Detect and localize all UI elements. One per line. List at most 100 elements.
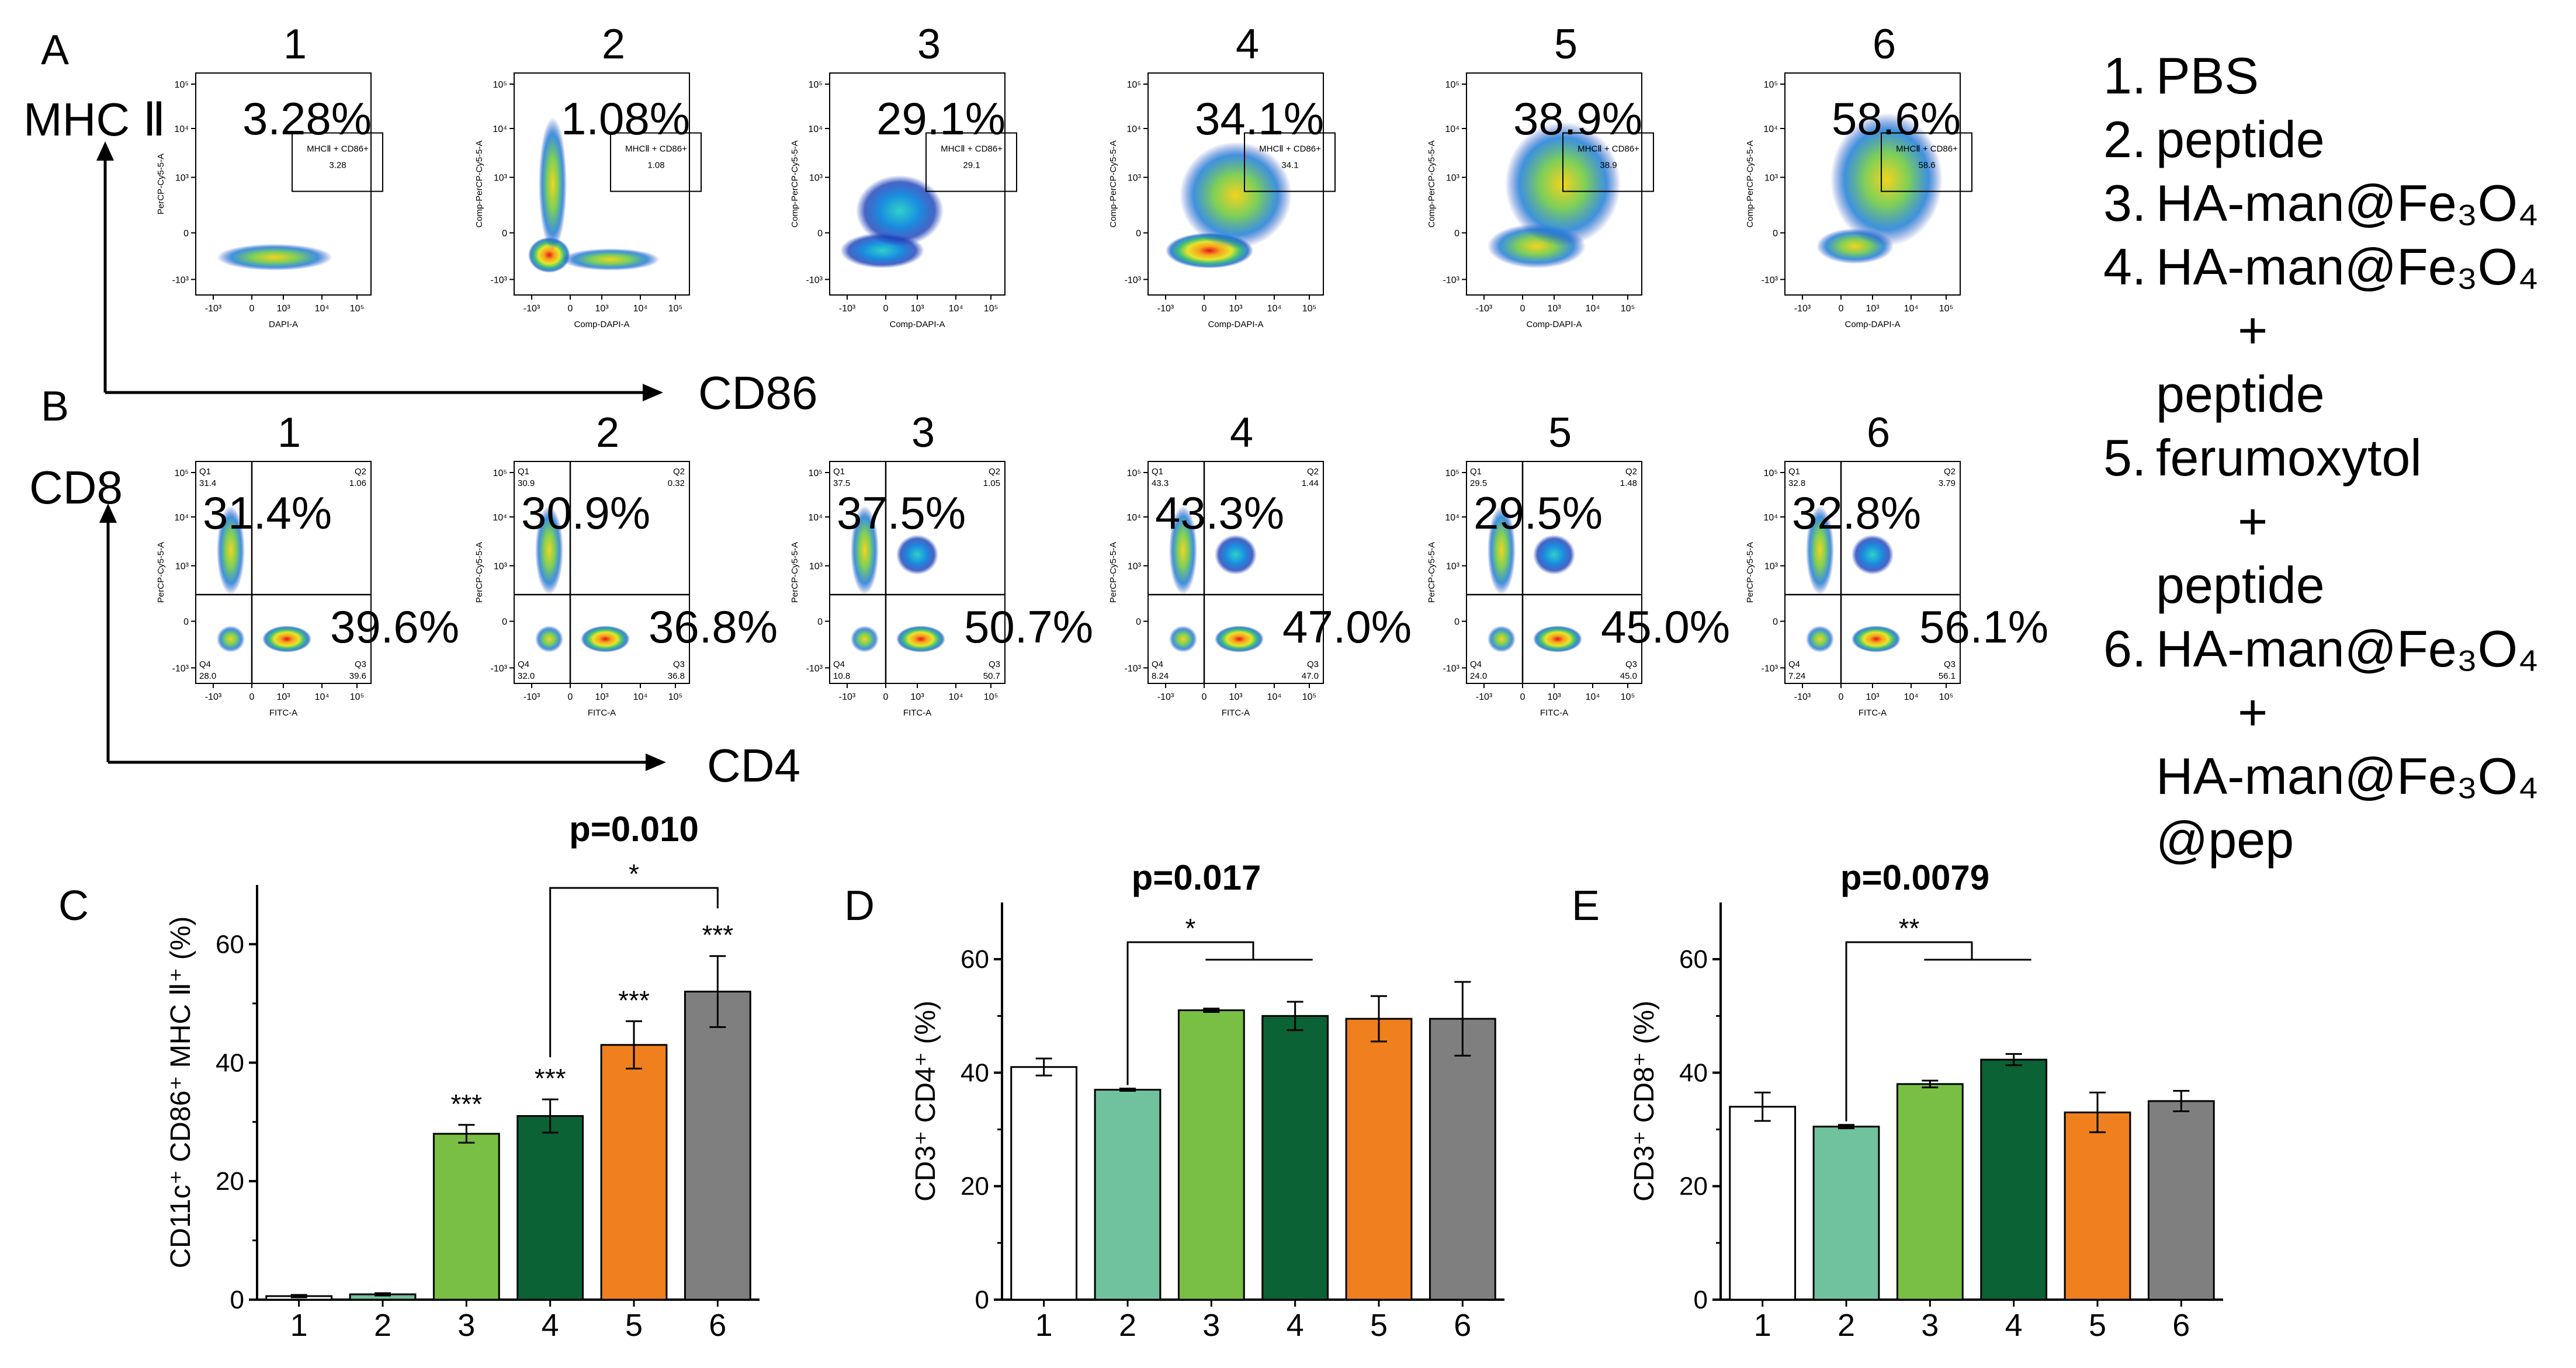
legend-item-10: 6. HA-man@Fe₃O₄ xyxy=(2103,617,2571,680)
row-a-plot-5-gate-name: MHCⅡ + CD86+ xyxy=(1578,144,1639,154)
row-b-plot-1-ylabel: PerCP-Cy5-5-A xyxy=(156,542,166,603)
row-b-plot-3-q1-percent: 37.5% xyxy=(837,487,966,539)
row-a-plot-3-gate-name: MHCⅡ + CD86+ xyxy=(941,144,1003,154)
row-b-plot-3-q3-name: Q3 xyxy=(989,659,1000,669)
row-b-plot-4-number: 4 xyxy=(1230,409,1253,456)
row-a-plot-3-xlabel: Comp-DAPI-A xyxy=(889,320,945,329)
row-b-plot-2-ytick-label: 10³ xyxy=(494,562,508,572)
chart-c-ytick-label: 60 xyxy=(216,930,244,959)
row-a-plot-6-ytick-label: -10³ xyxy=(1762,275,1778,285)
row-b-plot-1-q1-name: Q1 xyxy=(199,467,211,477)
row-a-plot-3-ytick-label: 10³ xyxy=(809,173,823,183)
row-b-plot-3-ylabel: PerCP-Cy5-5-A xyxy=(790,542,800,603)
row-b-plot-2-ytick-label: 10⁴ xyxy=(493,513,507,523)
chart-d-bar-3 xyxy=(1177,1009,1245,1301)
chart-c-ytick-label: 20 xyxy=(216,1167,244,1196)
row-b-plot-4-xtick-label: 10³ xyxy=(1229,692,1243,702)
row-b-plot-1-density-cd4 xyxy=(262,626,311,652)
row-b-plot-4-q4-value: 8.24 xyxy=(1152,671,1169,681)
row-b-plot-6-density-dn xyxy=(1806,626,1834,652)
row-a-plot-5-ylabel: Comp-PerCP-Cy5-5-A xyxy=(1427,140,1437,227)
legend-number: 3. xyxy=(2103,174,2147,232)
row-a-plot-3-ytick-label: 0 xyxy=(817,229,823,239)
row-a-plot-2-gate-value: 1.08 xyxy=(647,161,664,171)
row-a-plot-5-xtick-label: 10⁴ xyxy=(1586,304,1600,314)
row-b-plot-4-q3-value: 47.0 xyxy=(1302,671,1319,681)
chart-c-significance-4: *** xyxy=(535,1063,566,1093)
chart-c-xtick-label-2: 2 xyxy=(374,1308,391,1343)
row-a-plot-2-density-1 xyxy=(528,237,570,273)
row-b-plot-1-number: 1 xyxy=(278,409,301,456)
row-b-plot-3-ytick-label: -10³ xyxy=(806,664,823,673)
row-b-plot-6-xtick-label: 10³ xyxy=(1866,692,1880,702)
row-a-plot-6-percent: 58.6% xyxy=(1832,93,1961,144)
chart-e-bar-1 xyxy=(1729,1106,1797,1301)
row-b-plot-6-q1-value: 32.8 xyxy=(1788,478,1805,488)
legend-item-3: 3. HA-man@Fe₃O₄ xyxy=(2103,171,2571,235)
chart-d-bracket-stars: * xyxy=(1185,913,1196,943)
row-a-plot-1-xlabel: DAPI-A xyxy=(269,320,298,329)
legend-item-2: 2. peptide xyxy=(2103,107,2571,171)
row-b-plot-2-xtick-label: 10³ xyxy=(595,692,609,702)
row-b-x-arrowhead xyxy=(646,754,666,771)
row-b-plot-3-ytick-label: 10⁵ xyxy=(809,468,823,478)
legend-number: 6. xyxy=(2103,620,2147,678)
row-b-plot-4-density-dp xyxy=(1215,534,1257,575)
row-a-plot-6-xlabel: Comp-DAPI-A xyxy=(1845,320,1900,329)
row-a-plot-3-ytick-label: 10⁴ xyxy=(808,124,823,134)
row-b-plot-5-density-cd4 xyxy=(1533,626,1582,652)
row-b-plot-5-q3-value: 45.0 xyxy=(1620,671,1637,681)
row-b-plot-2-xtick-label: 10⁴ xyxy=(633,692,648,702)
panel-letter-c: C xyxy=(58,883,89,929)
row-a-plot-1-gate-value: 3.28 xyxy=(329,161,346,171)
row-a-plot-3-gate-value: 29.1 xyxy=(963,161,980,171)
row-b-plot-4-ylabel: PerCP-Cy5-5-A xyxy=(1108,542,1118,603)
row-a-plot-3-ylabel: Comp-PerCP-Cy5-5-A xyxy=(790,140,800,227)
row-b-plot-5-ytick-label: 10⁴ xyxy=(1445,513,1459,523)
legend-number: 2. xyxy=(2103,110,2147,168)
row-a-plot-4-percent: 34.1% xyxy=(1195,93,1324,144)
row-a-plot-1-xtick-label: 10⁴ xyxy=(315,304,330,314)
row-b-plot-2-xtick-label: 0 xyxy=(568,692,573,702)
row-a-plot-3-number: 3 xyxy=(917,21,941,68)
legend-item-1: 1. PBS xyxy=(2103,44,2571,107)
chart-e-ylabel: CD3⁺ CD8⁺ (%) xyxy=(1629,1001,1660,1202)
row-b-plot-5-q3-name: Q3 xyxy=(1625,659,1637,669)
row-b-x-label: CD4 xyxy=(707,739,800,791)
row-b-plot-2-q3-percent: 36.8% xyxy=(649,601,778,652)
row-b-plot-2-q4-value: 32.0 xyxy=(518,671,535,681)
row-b-plot-4-q4-name: Q4 xyxy=(1152,659,1163,669)
row-a-plot-2-xtick-label: 10⁵ xyxy=(668,304,682,314)
chart-d-bar-2 xyxy=(1094,1089,1162,1301)
row-a-plot-2-density-3 xyxy=(561,248,660,271)
chart-c-xtick-label-5: 5 xyxy=(625,1308,643,1343)
row-b-plot-6-ytick-label: 0 xyxy=(1773,617,1778,627)
row-a-plot-3-ytick-label: 10⁵ xyxy=(809,80,823,90)
legend-text: HA-man@Fe₃O₄ xyxy=(2156,620,2539,678)
chart-d-xtick-label-2: 2 xyxy=(1119,1308,1136,1343)
row-b-plot-5-q1-percent: 29.5% xyxy=(1474,487,1603,539)
row-a-plot-2-gate xyxy=(610,132,702,192)
chart-e-xtick-label-4: 4 xyxy=(2005,1308,2023,1343)
chart-c-bracket xyxy=(549,887,719,1058)
row-b-plot-1-q2-value: 1.06 xyxy=(349,478,366,488)
row-a-plot-5-ytick-label: 10⁵ xyxy=(1445,80,1459,90)
row-b-plot-6-xtick-label: -10³ xyxy=(1794,692,1811,702)
row-b-y-label: CD8 xyxy=(29,461,123,513)
chart-c-bracket-stars: * xyxy=(629,859,639,889)
row-a-plot-3-xtick-label: 10³ xyxy=(910,304,924,314)
legend-text: + xyxy=(2238,492,2268,550)
row-a-plot-6-density-2 xyxy=(1830,113,1943,246)
row-b-plot-5-q1-value: 29.5 xyxy=(1470,478,1487,488)
row-a-plot-3-density-2 xyxy=(856,175,944,246)
row-b-plot-3-xtick-label: 10⁵ xyxy=(984,692,998,702)
row-a-y-label: MHC Ⅱ xyxy=(23,93,166,145)
row-a-plot-6-gate-value: 58.6 xyxy=(1918,161,1935,171)
row-b-plot-5-q1-name: Q1 xyxy=(1470,467,1482,477)
row-a-plot-2-xtick-label: -10³ xyxy=(523,304,540,314)
row-b-plot-1-q2-name: Q2 xyxy=(355,467,366,477)
legend-text: HA-man@Fe₃O₄ xyxy=(2156,747,2539,805)
row-b-plot-6-ytick-label: 10⁵ xyxy=(1764,468,1778,478)
row-a-plot-4-xtick-label: -10³ xyxy=(1157,304,1174,314)
row-b-plot-2-q1-value: 30.9 xyxy=(518,478,535,488)
